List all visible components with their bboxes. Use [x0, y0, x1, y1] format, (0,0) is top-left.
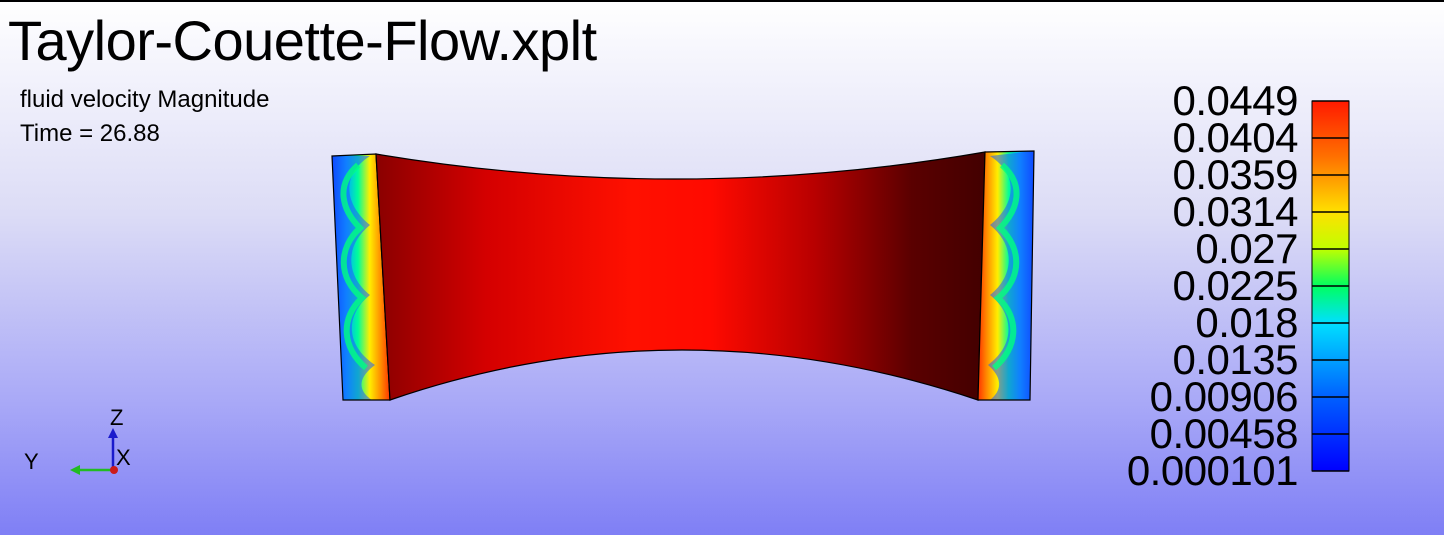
legend-tick-label: 0.027	[1195, 225, 1298, 272]
legend-tick-label: 0.0225	[1172, 262, 1299, 309]
orientation-triad[interactable]	[70, 428, 118, 475]
triad-x-label: X	[116, 445, 131, 470]
outer-cylinder-face	[375, 151, 986, 401]
top-border	[0, 0, 1444, 2]
triad-y-label: Y	[24, 449, 39, 474]
legend-tick-label: 0.0404	[1172, 114, 1299, 161]
right-wall-section	[977, 150, 1035, 401]
legend-tick-label: 0.00458	[1149, 410, 1299, 457]
triad-z-label: Z	[110, 405, 124, 430]
legend-tick-label: 0.0314	[1172, 188, 1299, 235]
color-legend: 0.0449 0.0404 0.0359 0.0314 0.027 0.0225…	[1100, 80, 1444, 500]
time-label: Time = 26.88	[20, 120, 160, 147]
x-axis-point	[110, 466, 118, 474]
left-vortex-pattern	[332, 156, 375, 400]
legend-tick-label: 0.0359	[1172, 151, 1299, 198]
legend-tick-marks	[1312, 100, 1349, 472]
legend-tick-label: 0.0449	[1172, 77, 1299, 124]
variable-label: fluid velocity Magnitude	[20, 86, 270, 113]
legend-tick-label: 0.0135	[1172, 336, 1299, 383]
model-title: Taylor-Couette-Flow.xplt	[8, 9, 597, 72]
legend-tick-label: 0.00906	[1149, 373, 1299, 420]
legend-tick-label: 0.018	[1195, 299, 1298, 346]
legend-tick-label: 0.000101	[1126, 447, 1299, 494]
